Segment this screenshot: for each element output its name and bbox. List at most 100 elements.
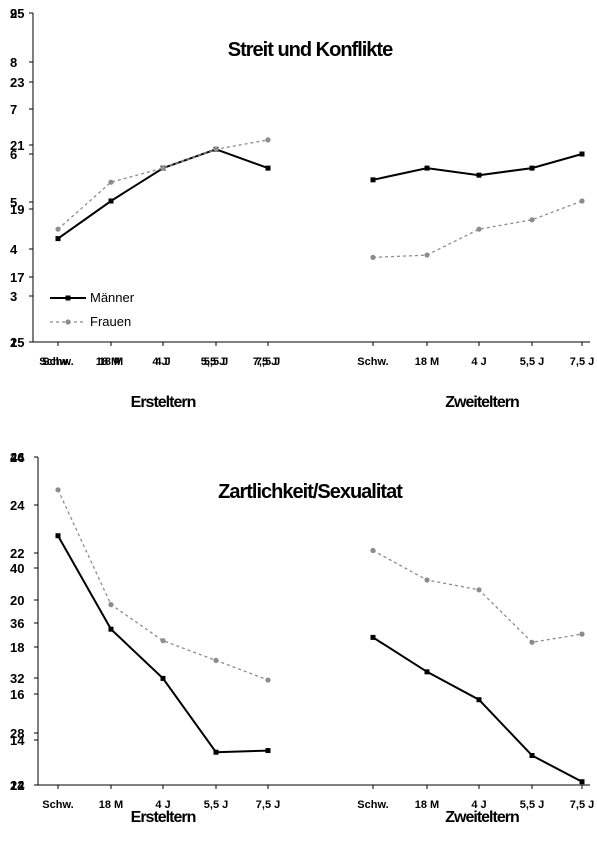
x-tick-label: 18 M <box>99 356 123 368</box>
y-tick-label-right: 28 <box>10 726 24 741</box>
y-tick-label-left: 19 <box>10 202 24 217</box>
data-point-frauen <box>579 631 585 637</box>
x-tick-label: 4 J <box>155 356 170 368</box>
data-point-maenner <box>370 177 376 183</box>
group-label: Ersteltern <box>131 809 196 826</box>
data-point-frauen <box>370 254 376 260</box>
y-tick-label-left: 21 <box>10 138 24 153</box>
data-point-frauen <box>108 179 114 185</box>
series-line-frauen <box>372 549 583 643</box>
y-tick-label-left: 23 <box>10 75 24 90</box>
y-tick-label-left: 12 <box>10 778 24 793</box>
data-point-frauen <box>529 639 535 645</box>
data-point-maenner <box>160 675 166 681</box>
x-tick-label-overlay: Schw. <box>39 356 70 368</box>
series-line-frauen <box>372 200 583 259</box>
legend-label-frauen: Frauen <box>90 314 131 329</box>
data-point-frauen <box>529 217 535 223</box>
series-line-maenner <box>372 636 583 783</box>
x-tick-label: Schw. <box>357 799 388 811</box>
series-line-maenner <box>57 148 269 240</box>
x-tick-label: 5,5 J <box>520 799 544 811</box>
data-point-frauen <box>108 602 114 608</box>
data-point-frauen <box>213 146 219 152</box>
data-point-maenner <box>424 165 430 171</box>
data-point-maenner <box>108 198 114 204</box>
data-point-frauen <box>265 677 271 683</box>
chart-title: Streit und Konflikte <box>228 39 393 61</box>
legend-marker-maenner <box>65 295 71 301</box>
data-point-frauen <box>265 137 271 143</box>
chart-streit-und-konflikte: 25 23 21 19 17 15 9 8 7 6 5 4 3 2 Schw. Schw. 18 M 18 M 4 … <box>10 6 594 411</box>
x-tick-label: 4 J <box>471 799 486 811</box>
data-point-maenner <box>529 752 535 758</box>
group-label: Zweiteltern <box>445 394 519 411</box>
y-tick-label-right: 5 <box>10 195 17 210</box>
data-point-maenner <box>476 172 482 178</box>
x-tick-label: 7,5 J <box>570 356 594 368</box>
data-point-maenner <box>370 634 376 640</box>
y-tick-label-right: 6 <box>10 147 17 162</box>
data-point-maenner <box>265 165 271 171</box>
x-tick-label: 18 M <box>99 799 123 811</box>
y-tick-label-right: 24 <box>10 778 25 793</box>
y-tick-label-right: 2 <box>10 335 17 350</box>
y-tick-label-left: 25 <box>10 6 24 21</box>
x-tick-label: 7,5 J <box>570 799 594 811</box>
group-label: Ersteltern <box>131 394 196 411</box>
x-tick-label: 5,5 J <box>204 799 228 811</box>
y-tick-label-right: 3 <box>10 289 17 304</box>
y-tick-label-right: 36 <box>10 616 24 631</box>
x-tick-label: Schw. <box>357 356 388 368</box>
x-tick-label: Schw. <box>42 356 73 368</box>
data-point-frauen <box>370 547 376 554</box>
y-tick-label-left: 26 <box>10 450 24 465</box>
x-tick-label: 5,5 J <box>520 356 544 368</box>
data-point-frauen <box>476 587 482 593</box>
data-point-frauen <box>476 226 482 232</box>
data-point-maenner <box>424 669 430 675</box>
series-line-frauen <box>57 489 269 681</box>
x-tick-label: 7,5 J <box>256 799 280 811</box>
data-point-maenner <box>55 236 61 242</box>
chart-zartlichkeit-sexualitat: 26 24 22 20 18 16 14 12 44 40 36 32 28 24 Schw. 18 M 4 J… <box>10 450 594 826</box>
x-tick-label: Schw. <box>42 799 73 811</box>
y-tick-label-right: 7 <box>10 102 17 117</box>
group-label: Zweiteltern <box>445 809 519 826</box>
y-tick-label-left: 15 <box>10 335 24 350</box>
y-tick-label-right: 4 <box>10 242 18 257</box>
x-tick-label: 18 M <box>415 799 439 811</box>
y-tick-label-right: 8 <box>10 55 17 70</box>
x-tick-label: 18 M <box>415 356 439 368</box>
x-tick-label: 4 J <box>471 356 486 368</box>
data-point-maenner <box>579 779 585 785</box>
chart-title: Zartlichkeit/Sexualitat <box>218 481 403 503</box>
data-point-maenner <box>265 748 271 754</box>
y-tick-label-right: 32 <box>10 671 24 686</box>
x-tick-label-overlay: 7,5 J <box>253 356 277 368</box>
y-tick-label-right: 40 <box>10 561 24 576</box>
series-line-frauen <box>57 139 269 230</box>
data-point-maenner <box>108 626 114 632</box>
data-point-maenner <box>579 151 585 157</box>
data-point-maenner <box>213 749 219 755</box>
legend-label-maenner: Männer <box>90 290 135 305</box>
data-point-frauen <box>160 165 166 171</box>
data-point-frauen <box>160 638 166 644</box>
y-tick-label-right: 44 <box>10 450 25 465</box>
data-point-frauen <box>424 577 430 583</box>
data-point-frauen <box>579 198 585 204</box>
legend-marker-frauen <box>65 319 71 325</box>
x-tick-label-overlay: 5,5 J <box>201 356 225 368</box>
x-tick-label-overlay: 18 M <box>96 356 120 368</box>
y-tick-label-left: 20 <box>10 593 24 608</box>
y-tick-label-left: 18 <box>10 640 24 655</box>
x-tick-label: 7,5 J <box>256 356 280 368</box>
x-tick-label-overlay: 4 J <box>152 356 167 368</box>
data-point-frauen <box>424 252 430 258</box>
x-tick-label: 5,5 J <box>204 356 228 368</box>
x-tick-label: 4 J <box>155 799 170 811</box>
series-line-maenner <box>57 535 269 754</box>
data-point-frauen <box>55 226 61 232</box>
y-tick-label-left: 22 <box>10 546 24 561</box>
